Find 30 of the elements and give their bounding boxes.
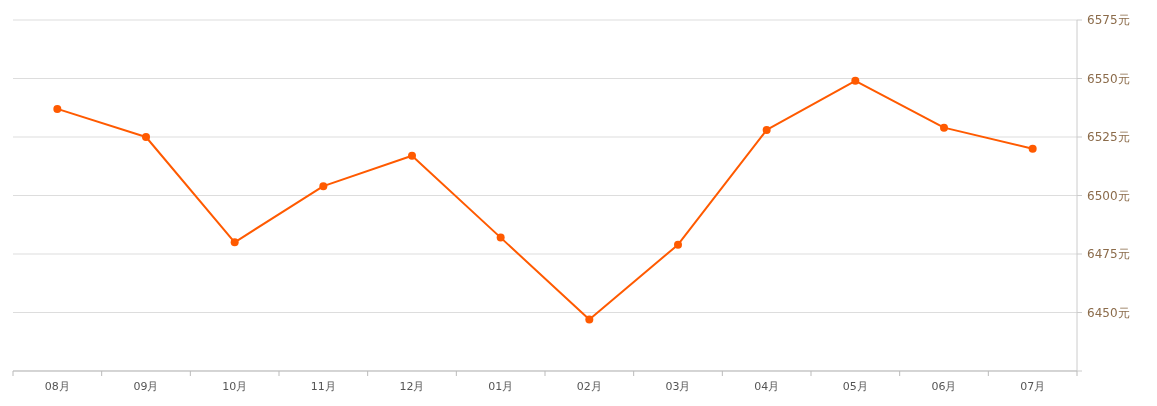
y-tick-label: 6500元 (1087, 188, 1130, 203)
x-tick-label: 01月 (488, 380, 514, 393)
y-tick-label: 6575元 (1087, 13, 1130, 27)
point (319, 182, 328, 191)
point (851, 76, 860, 85)
x-tick-label: 08月 (44, 380, 70, 393)
x-tick-label: 04月 (754, 380, 780, 393)
y-tick-label: 6550元 (1087, 71, 1130, 86)
point (762, 125, 771, 134)
point (408, 151, 416, 160)
point (1028, 144, 1037, 153)
y-tick-label: 6450元 (1087, 305, 1130, 320)
y-tick-label: 6475元 (1087, 247, 1130, 261)
y-tick-label: 6525元 (1087, 130, 1130, 144)
point (230, 238, 239, 247)
point (585, 315, 594, 324)
x-tick-label: 02月 (576, 380, 602, 393)
x-tick-label: 03月 (665, 380, 691, 393)
point (940, 123, 948, 132)
x-tick-label: 09月 (133, 380, 159, 393)
x-tick-label: 05月 (842, 380, 868, 393)
point (496, 233, 505, 242)
point (53, 104, 62, 113)
x-tick-label: 07月 (1020, 380, 1046, 393)
point (674, 240, 682, 249)
x-tick-label: 12月 (399, 380, 425, 393)
x-tick-label: 10月 (222, 380, 248, 393)
point (142, 133, 150, 141)
x-tick-label: 11月 (310, 380, 336, 393)
x-tick-label: 06月 (931, 380, 957, 393)
